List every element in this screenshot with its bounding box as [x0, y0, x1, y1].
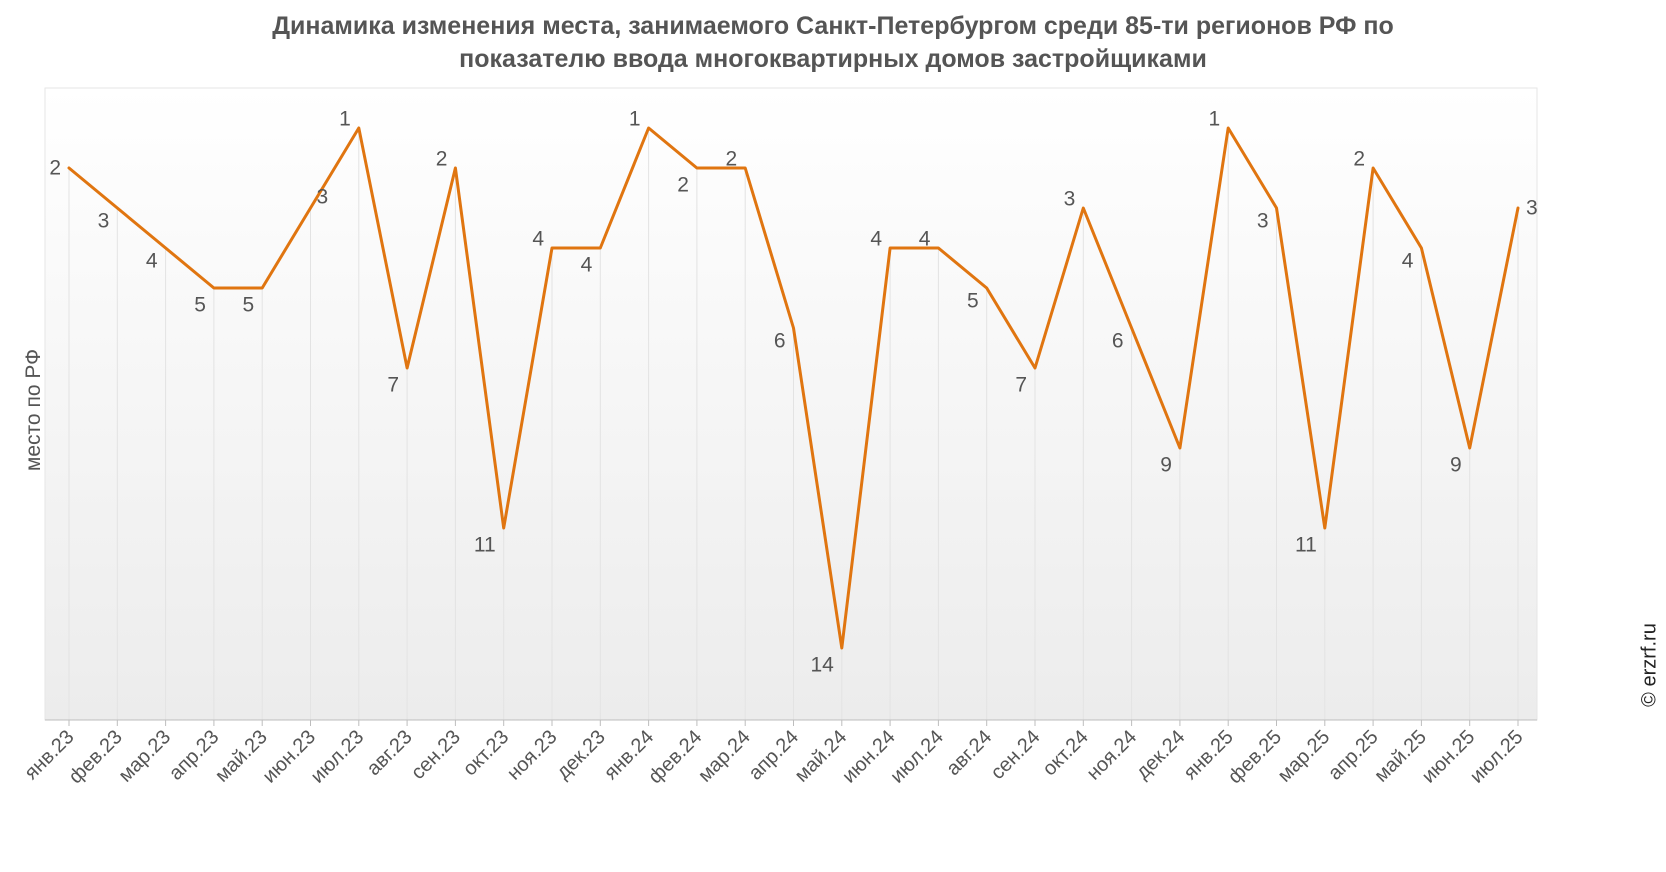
x-tick-label: фев.23: [65, 726, 127, 788]
data-label: 2: [1353, 148, 1365, 171]
data-label: 1: [629, 108, 641, 131]
chart-title-line-1: Динамика изменения места, занимаемого Са…: [272, 12, 1394, 40]
data-label: 11: [474, 534, 496, 557]
data-label: 2: [436, 148, 448, 171]
data-label: 4: [1402, 250, 1414, 273]
data-label: 6: [1112, 330, 1124, 353]
x-tick-label: май.24: [791, 726, 852, 787]
x-axis: янв.23фев.23мар.23апр.23май.23июн.23июл.…: [20, 719, 1537, 788]
data-label: 4: [870, 228, 882, 251]
x-tick-label: ноя.23: [503, 726, 562, 785]
data-label: 4: [532, 228, 544, 251]
data-label: 9: [1450, 454, 1462, 477]
data-label: 3: [1257, 210, 1269, 233]
chart-title: Динамика изменения места, занимаемого Са…: [0, 10, 1666, 76]
data-label: 14: [810, 654, 834, 677]
data-label: 5: [194, 294, 206, 317]
data-label: 1: [1209, 108, 1221, 131]
x-tick-label: июн.23: [258, 726, 320, 788]
data-label: 4: [146, 250, 158, 273]
series-line-layer: [67, 126, 1520, 650]
x-tick-label: фев.24: [644, 726, 706, 788]
x-tick-label: июл.25: [1466, 726, 1528, 788]
data-label: 6: [774, 330, 786, 353]
data-label: 3: [1526, 197, 1538, 220]
x-tick-label: мар.23: [114, 726, 175, 787]
data-label: 7: [387, 374, 399, 397]
data-label: 1: [339, 108, 351, 131]
series-line: [67, 126, 1520, 650]
data-label: 2: [49, 157, 61, 180]
x-tick-label: май.23: [211, 726, 272, 787]
x-tick-label: сен.24: [987, 726, 1045, 784]
data-label: 3: [317, 186, 329, 209]
x-tick-label: мар.25: [1274, 726, 1335, 787]
x-tick-label: сен.23: [407, 726, 465, 784]
x-tick-label: авг.24: [942, 726, 996, 780]
data-label: 3: [98, 210, 110, 233]
data-label: 2: [677, 174, 689, 197]
grid-lines: [68, 128, 1519, 720]
x-tick-label: авг.23: [363, 726, 417, 780]
x-tick-label: июн.25: [1418, 726, 1480, 788]
data-labels: 2 3 4 5 5 3 1 7 2 11 4 4 1 2 2 6 14 4 4 5 7 3 6 9 1 3 11 2 4 9 3: [49, 108, 1537, 677]
x-tick-label: дек.23: [552, 726, 610, 784]
chart-title-line-2: показателю ввода многоквартирных домов з…: [459, 45, 1207, 73]
x-tick-label: июн.24: [838, 726, 900, 788]
data-label: 2: [726, 148, 738, 171]
watermark: © erzrf.ru: [1638, 623, 1661, 707]
x-tick-label: июл.24: [886, 726, 948, 788]
y-axis-label: место по РФ: [22, 348, 45, 472]
plot-area: [44, 87, 1538, 721]
x-tick-label: июл.23: [307, 726, 369, 788]
x-tick-label: фев.25: [1224, 726, 1286, 788]
data-label: 9: [1160, 454, 1172, 477]
data-label: 3: [1064, 188, 1076, 211]
x-tick-label: дек.24: [1132, 726, 1190, 784]
data-label: 5: [967, 290, 979, 313]
x-tick-label: ноя.24: [1083, 726, 1142, 785]
data-label: 11: [1295, 534, 1317, 557]
data-label: 4: [581, 254, 593, 277]
data-label: 7: [1015, 374, 1027, 397]
data-label: 5: [243, 294, 255, 317]
data-label: 4: [919, 228, 931, 251]
x-tick-label: мар.24: [694, 726, 755, 787]
x-tick-label: май.25: [1370, 726, 1431, 787]
